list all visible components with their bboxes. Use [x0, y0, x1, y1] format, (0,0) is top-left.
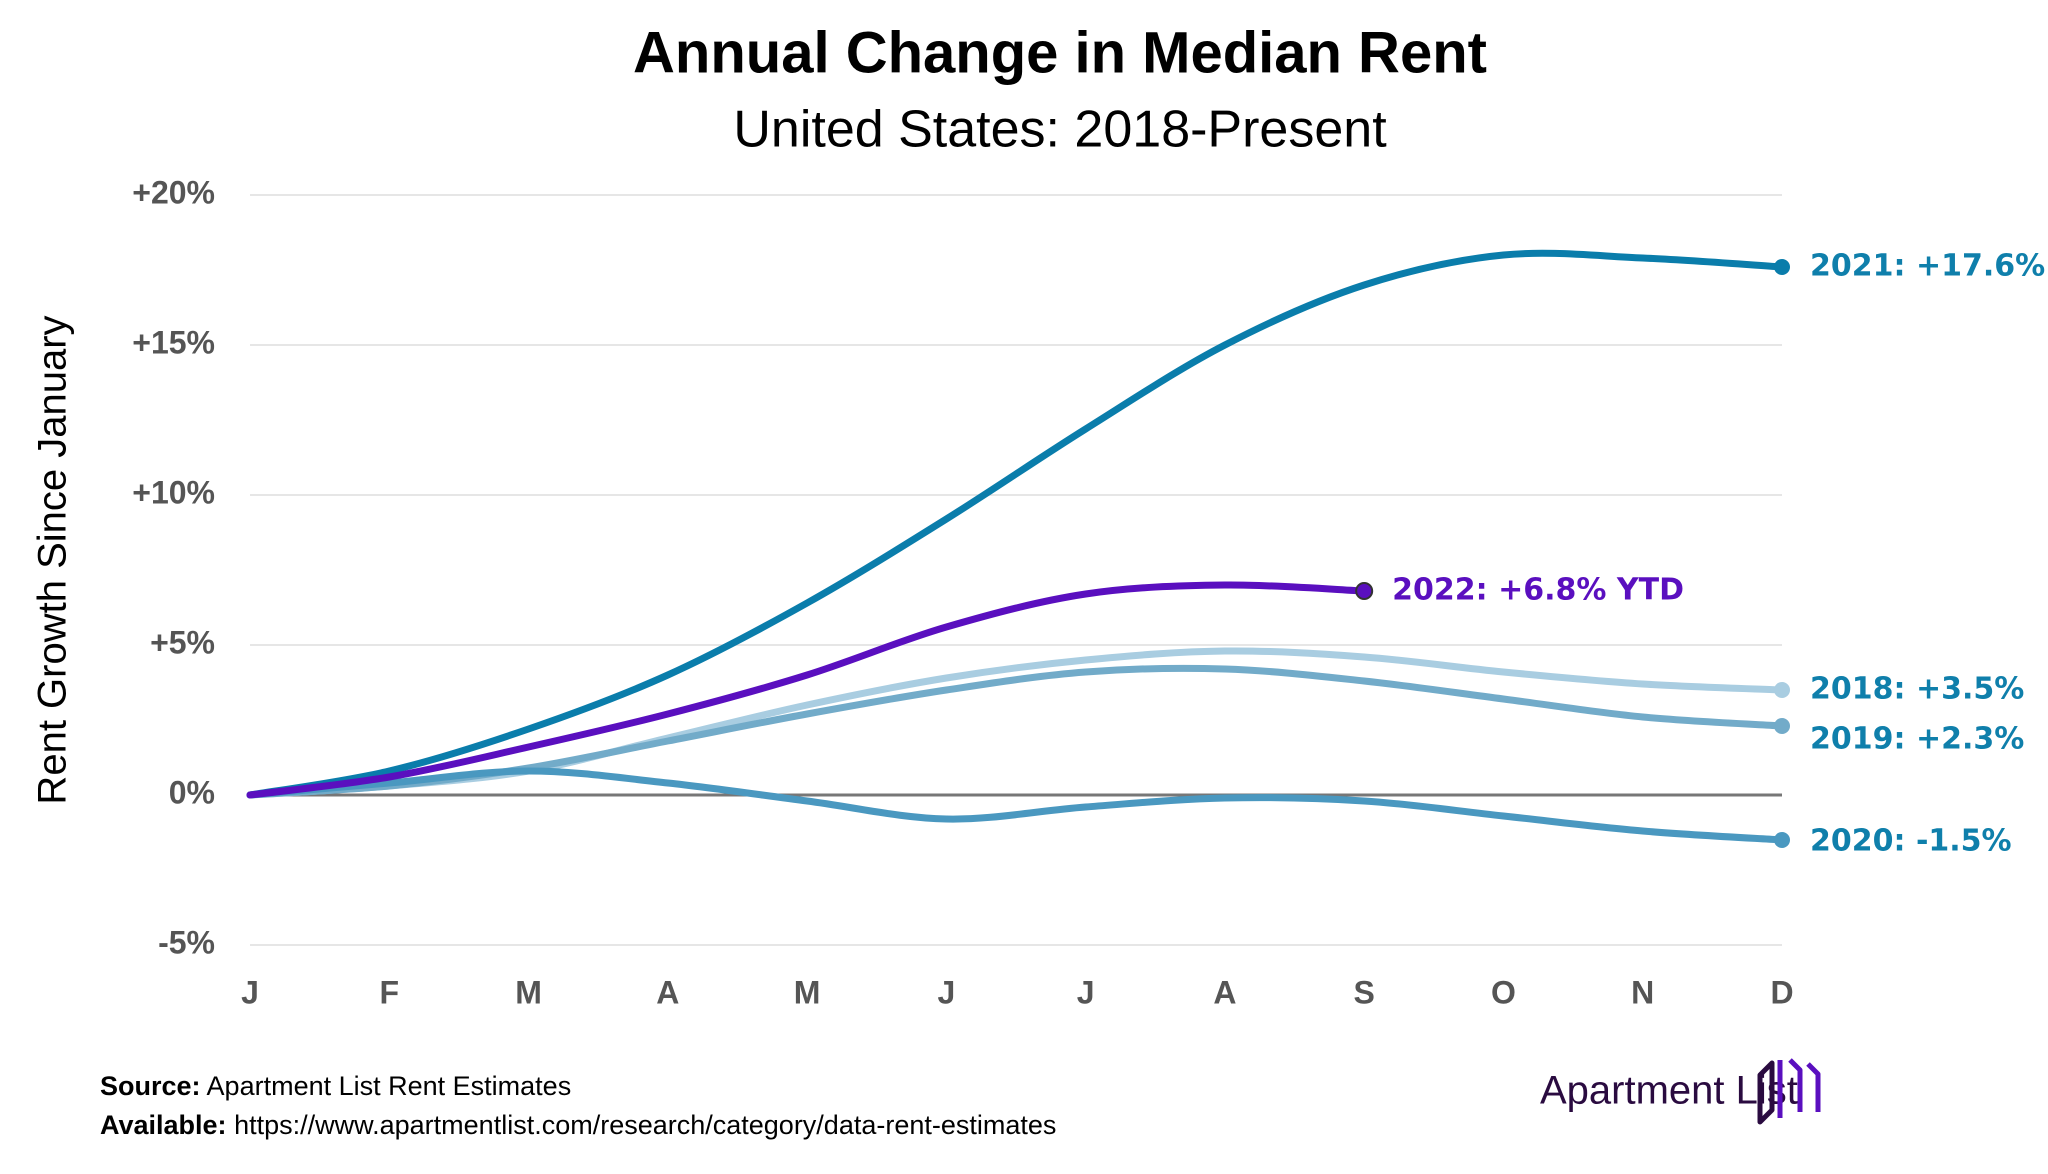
series-line: [246, 581, 1368, 799]
x-tick-label: M: [515, 974, 542, 1010]
x-tick-label: S: [1354, 974, 1375, 1010]
source-text: Apartment List Rent Estimates: [207, 1071, 572, 1101]
chart-title: Annual Change in Median Rent: [633, 20, 1487, 85]
series-end-label: 2022: +6.8% YTD: [1392, 573, 1684, 608]
x-tick-label: J: [241, 974, 259, 1010]
x-tick-label: D: [1770, 974, 1793, 1010]
series-end-label: 2020: -1.5%: [1810, 824, 2012, 859]
end-point: [1774, 259, 1790, 275]
series-end-label: 2021: +17.6%: [1810, 249, 2045, 284]
x-tick-label: N: [1631, 974, 1654, 1010]
end-point: [1774, 682, 1790, 698]
x-tick-label: F: [379, 974, 399, 1010]
source-note: Source: Apartment List Rent Estimates: [100, 1071, 571, 1101]
chart-subtitle: United States: 2018-Present: [733, 101, 1387, 159]
y-tick-label: -5%: [158, 924, 215, 960]
series-end-label: 2018: +3.5%: [1810, 672, 2024, 707]
available-note: Available: https://www.apartmentlist.com…: [100, 1110, 1056, 1140]
y-tick-label: 0%: [169, 774, 215, 810]
x-tick-label: J: [1077, 974, 1095, 1010]
brand-name: Apartment List: [1540, 1069, 1798, 1113]
y-axis-label: Rent Growth Since January: [31, 315, 75, 804]
x-tick-label: A: [1213, 974, 1236, 1010]
available-text: https://www.apartmentlist.com/research/c…: [234, 1110, 1056, 1140]
x-tick-label: A: [656, 974, 679, 1010]
x-tick-label: O: [1491, 974, 1516, 1010]
x-tick-label: M: [794, 974, 821, 1010]
end-point: [1774, 718, 1790, 734]
source-label: Source:: [100, 1071, 201, 1101]
end-point: [1355, 582, 1374, 600]
available-label: Available:: [100, 1110, 227, 1140]
series-line: [246, 249, 1786, 799]
y-tick-label: +20%: [132, 174, 215, 210]
end-point: [1774, 832, 1790, 848]
y-tick-label: +5%: [150, 624, 215, 660]
brand-logo: [1757, 1058, 1821, 1125]
series-line: [246, 767, 1786, 844]
series-end-label: 2019: +2.3%: [1810, 722, 2024, 757]
y-tick-label: +15%: [132, 324, 215, 360]
y-tick-label: +10%: [132, 474, 215, 510]
x-tick-label: J: [937, 974, 955, 1010]
